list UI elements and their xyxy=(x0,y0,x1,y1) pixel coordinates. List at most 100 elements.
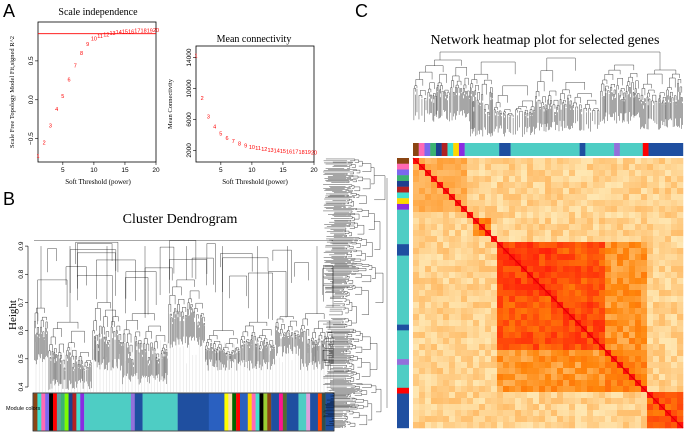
heatmap-cell xyxy=(455,266,462,273)
heatmap-cell xyxy=(563,314,570,321)
heatmap-cell xyxy=(641,404,648,411)
heatmap-cell xyxy=(473,278,480,285)
heatmap-cell xyxy=(653,194,660,201)
heatmap-cell xyxy=(443,350,450,357)
heatmap-cell xyxy=(653,230,660,237)
dendrogram-ytick-label: 0.5 xyxy=(18,354,25,363)
scale-independence-point: 8 xyxy=(80,51,83,57)
heatmap-cell xyxy=(599,392,606,399)
heatmap-cell xyxy=(497,422,504,429)
heatmap-cell xyxy=(443,260,450,267)
heatmap-cell xyxy=(641,260,648,267)
heatmap-cell xyxy=(665,260,672,267)
heatmap-cell xyxy=(593,218,600,225)
heatmap-cell xyxy=(659,368,666,375)
heatmap-cell xyxy=(431,362,438,369)
heatmap-cell xyxy=(617,350,624,357)
heatmap-cell xyxy=(605,194,612,201)
heatmap-cell xyxy=(665,212,672,219)
heatmap-cell xyxy=(473,410,480,417)
heatmap-cell xyxy=(545,404,552,411)
heatmap-cell xyxy=(539,344,546,351)
heatmap-cell xyxy=(593,398,600,405)
heatmap-cell xyxy=(665,380,672,387)
heatmap-cell xyxy=(533,254,540,261)
heatmap-cell xyxy=(461,356,468,363)
heatmap-cell xyxy=(509,380,516,387)
heatmap-cell xyxy=(473,212,480,219)
heatmap-cell xyxy=(659,422,666,429)
heatmap-cell xyxy=(491,350,498,357)
heatmap-cell xyxy=(569,248,576,255)
heatmap-cell xyxy=(665,302,672,309)
heatmap-cell xyxy=(587,398,594,405)
dendrogram-ytick-label: 0.4 xyxy=(18,382,25,391)
heatmap-cell xyxy=(575,284,582,291)
heatmap-cell xyxy=(509,260,516,267)
heatmap-cell xyxy=(491,338,498,345)
heatmap-cell xyxy=(677,188,684,195)
heatmap-cell xyxy=(611,362,618,369)
scale-independence-point: 12 xyxy=(103,32,109,38)
heatmap-cell xyxy=(539,182,546,189)
heatmap-cell xyxy=(671,374,678,381)
heatmap-cell xyxy=(575,218,582,225)
heatmap-cell xyxy=(515,374,522,381)
heatmap-cell xyxy=(581,188,588,195)
heatmap-cell xyxy=(479,296,486,303)
heatmap-top-color-segment xyxy=(464,143,500,156)
module-color-segment xyxy=(60,393,65,431)
heatmap-cell xyxy=(509,404,516,411)
heatmap-cell xyxy=(485,422,492,429)
module-color-segment xyxy=(317,393,323,431)
heatmap-cell xyxy=(545,314,552,321)
heatmap-cell xyxy=(593,326,600,333)
heatmap-cell xyxy=(479,326,486,333)
heatmap-cell xyxy=(563,224,570,231)
heatmap-cell xyxy=(455,236,462,243)
module-color-segment xyxy=(130,393,135,431)
heatmap-cell xyxy=(605,158,612,165)
heatmap-cell xyxy=(485,248,492,255)
heatmap-cell xyxy=(485,182,492,189)
heatmap-cell xyxy=(461,338,468,345)
heatmap-cell xyxy=(677,176,684,183)
heatmap-cell xyxy=(635,404,642,411)
heatmap-cell xyxy=(503,386,510,393)
heatmap-cell xyxy=(437,224,444,231)
heatmap-cell xyxy=(485,362,492,369)
heatmap-cell xyxy=(539,224,546,231)
heatmap-cell xyxy=(593,164,600,171)
heatmap-cell xyxy=(563,350,570,357)
heatmap-cell xyxy=(545,212,552,219)
heatmap-cell xyxy=(551,380,558,387)
heatmap-cell xyxy=(647,362,654,369)
heatmap-cell xyxy=(611,260,618,267)
cluster-dendrogram: Cluster Dendrogram 0.40.50.60.70.80.9 He… xyxy=(6,212,335,432)
heatmap-cell xyxy=(485,284,492,291)
heatmap-cell xyxy=(437,314,444,321)
heatmap-cell xyxy=(551,218,558,225)
heatmap-cell xyxy=(545,242,552,249)
heatmap-cell xyxy=(575,392,582,399)
heatmap-cell xyxy=(641,332,648,339)
heatmap-cell xyxy=(593,242,600,249)
heatmap-cell xyxy=(515,248,522,255)
heatmap-cell xyxy=(545,344,552,351)
heatmap-cell xyxy=(581,404,588,411)
heatmap-cell xyxy=(413,374,420,381)
heatmap-cell xyxy=(455,206,462,213)
heatmap-cell xyxy=(455,326,462,333)
heatmap-cell xyxy=(659,356,666,363)
heatmap-cell xyxy=(497,206,504,213)
heatmap-cell xyxy=(455,368,462,375)
heatmap-cell xyxy=(623,206,630,213)
heatmap-cell xyxy=(437,356,444,363)
heatmap-cell xyxy=(641,314,648,321)
dendrogram-ytick-label: 0.6 xyxy=(18,326,25,335)
heatmap-cell xyxy=(533,224,540,231)
heatmap-cell xyxy=(527,308,534,315)
heatmap-cell xyxy=(629,194,636,201)
heatmap-cell xyxy=(521,410,528,417)
heatmap-cell xyxy=(647,374,654,381)
